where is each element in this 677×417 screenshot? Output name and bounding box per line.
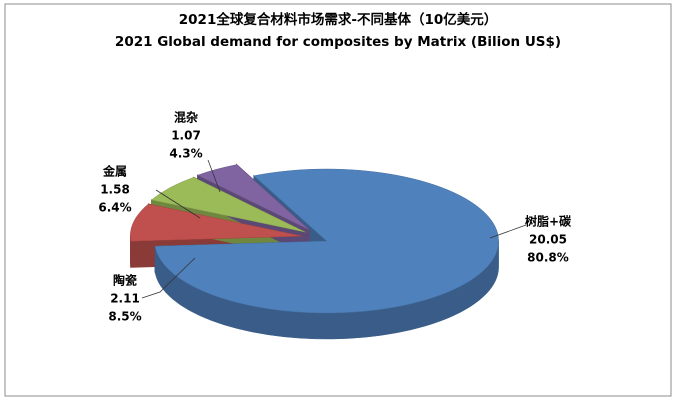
leader-line	[489, 224, 527, 239]
chart-subtitle: 2021 Global demand for composites by Mat…	[115, 34, 561, 50]
data-label-value: 2.11	[110, 292, 140, 306]
leader-line	[141, 257, 196, 299]
data-label-category: 金属	[102, 164, 127, 179]
data-label-percent: 80.8%	[527, 251, 569, 265]
slice	[154, 168, 499, 314]
data-label-percent: 8.5%	[108, 310, 141, 324]
data-label-value: 20.05	[529, 233, 567, 247]
data-label-value: 1.58	[100, 183, 130, 197]
pie-tops	[130, 164, 499, 314]
slice	[150, 177, 306, 233]
data-label-category: 混杂	[174, 110, 198, 125]
data-label-percent: 4.3%	[169, 147, 202, 161]
data-label-percent: 6.4%	[98, 201, 131, 215]
data-label-value: 1.07	[171, 129, 201, 143]
leader-line	[155, 189, 201, 219]
leader-line	[207, 159, 221, 193]
data-label-category: 树脂+碳	[525, 214, 572, 229]
chart-title: 2021全球复合材料市场需求-不同基体（10亿美元）	[179, 11, 497, 28]
slice	[196, 164, 310, 231]
labels: 树脂+碳 20.05 80.8% 陶瓷 2.11 8.5% 金属 1.58 6.4% 混杂 1.07…	[98, 110, 572, 324]
slice	[130, 203, 303, 242]
data-label-category: 陶瓷	[113, 273, 137, 288]
